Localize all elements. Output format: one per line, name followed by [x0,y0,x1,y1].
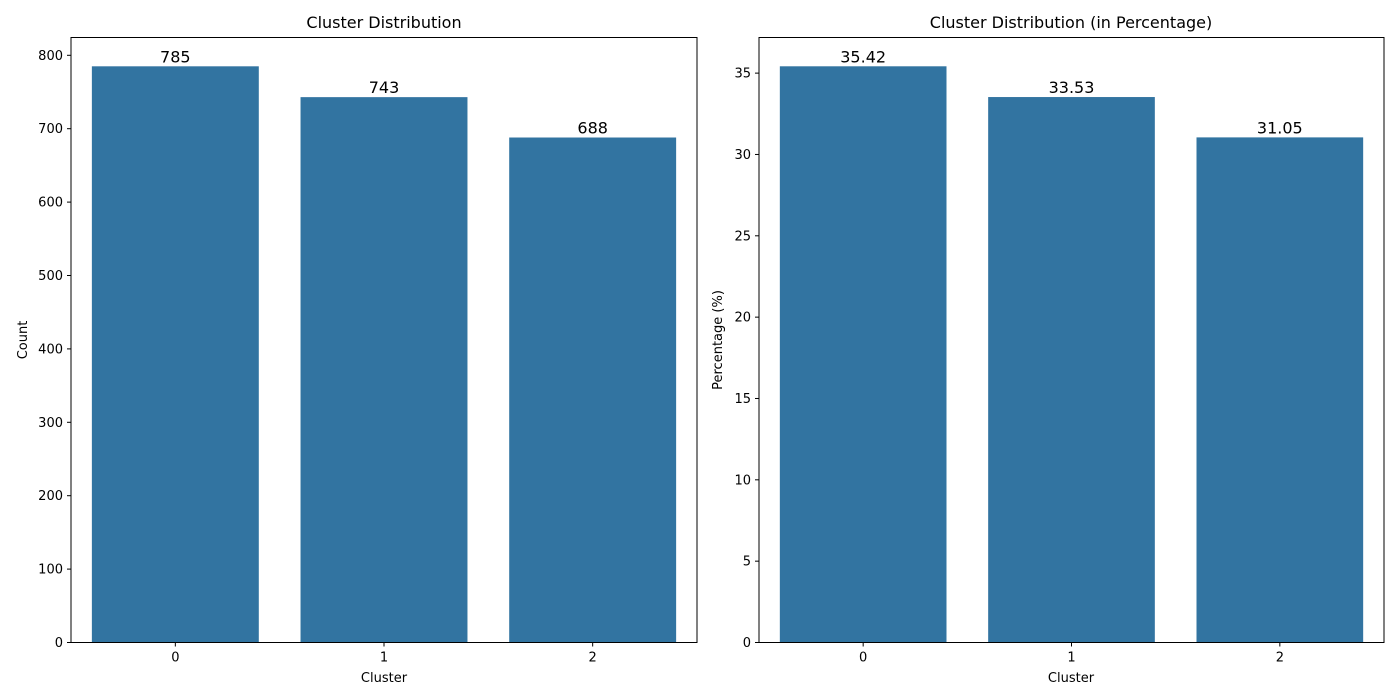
ticks-group: 0 1 2 0 100 200 300 400 500 600 700 800 [38,49,597,666]
y-axis-label: Percentage (%) [711,290,726,390]
y-tick-label: 800 [38,49,63,64]
y-tick-label: 20 [734,311,751,326]
bar-value-label: 35.42 [840,47,886,66]
bar-value-label: 785 [160,47,191,66]
bars-group: 35.42 33.53 31.05 [779,47,1364,643]
y-tick-label: 600 [38,196,63,211]
chart-cluster-percentage: Cluster Distribution (in Percentage) Clu… [711,13,1385,686]
y-tick-label: 100 [38,563,63,578]
x-tick-label: 2 [1276,651,1284,666]
x-tick-label: 1 [380,651,388,666]
bar-cluster-1 [988,97,1155,643]
y-tick-label: 500 [38,269,63,284]
y-tick-label: 400 [38,342,63,357]
y-tick-label: 25 [734,229,751,244]
y-tick-label: 0 [55,636,63,651]
plot-frame [70,37,698,643]
bar-value-label: 33.53 [1049,78,1095,97]
bar-cluster-1 [300,97,468,643]
x-axis-label: Cluster [1048,671,1095,686]
bar-cluster-0 [779,66,947,643]
chart-cluster-count: Cluster Distribution Cluster Count 785 74… [16,13,698,686]
y-tick-label: 300 [38,416,63,431]
y-axis-label: Count [16,321,31,360]
y-tick-label: 10 [734,473,751,488]
x-tick-label: 1 [1067,651,1075,666]
y-tick-label: 0 [743,636,751,651]
x-tick-label: 0 [859,651,867,666]
bar-value-label: 688 [577,119,608,138]
x-tick-label: 0 [171,651,179,666]
y-tick-label: 200 [38,489,63,504]
bar-value-label: 31.05 [1257,118,1303,137]
bar-cluster-0 [91,66,259,643]
x-tick-label: 2 [589,651,597,666]
y-tick-label: 35 [734,67,751,82]
bar-value-label: 743 [369,78,400,97]
x-axis-label: Cluster [361,671,408,686]
bar-cluster-2 [509,137,677,643]
chart-title: Cluster Distribution (in Percentage) [930,13,1212,32]
chart-title: Cluster Distribution [306,13,461,32]
y-tick-label: 700 [38,122,63,137]
bars-group: 785 743 688 [91,47,677,643]
plot-frame [758,37,1385,643]
bar-cluster-2 [1196,137,1364,643]
y-tick-label: 5 [743,555,751,570]
y-tick-label: 30 [734,148,751,163]
y-tick-label: 15 [734,392,751,407]
